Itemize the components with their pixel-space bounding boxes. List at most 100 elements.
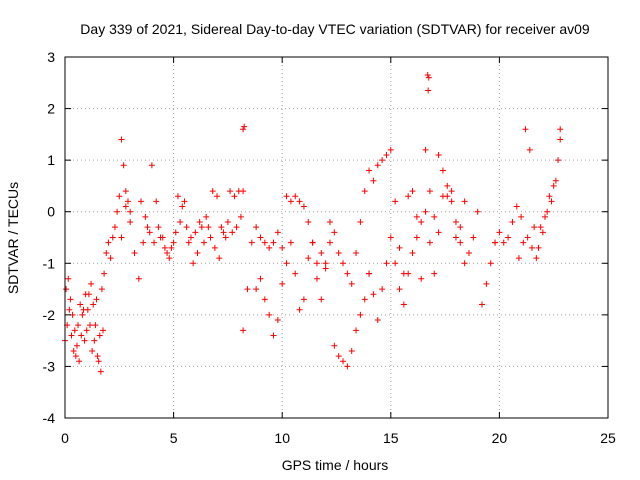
data-point [465, 249, 472, 256]
data-point [198, 224, 205, 231]
data-point [296, 198, 303, 205]
data-point [170, 239, 177, 246]
data-point [544, 208, 551, 215]
data-point [513, 203, 520, 210]
data-point [161, 244, 168, 251]
data-point [185, 239, 192, 246]
data-point [518, 213, 525, 220]
y-tick-label: -4 [43, 410, 56, 426]
data-point [89, 347, 96, 354]
data-point [71, 327, 78, 334]
data-point [82, 291, 89, 298]
data-point [292, 193, 299, 200]
data-point [187, 234, 194, 241]
data-point [211, 244, 218, 251]
data-point [240, 188, 247, 195]
data-point [392, 198, 399, 205]
data-point [413, 213, 420, 220]
data-point [335, 353, 342, 360]
x-tick-label: 20 [492, 430, 508, 446]
data-point [72, 353, 79, 360]
data-point [122, 188, 129, 195]
series-segment-6 [253, 219, 373, 370]
data-point [296, 306, 303, 313]
data-point [496, 229, 503, 236]
series-segment-2 [63, 275, 107, 375]
data-point [470, 234, 477, 241]
data-point [424, 72, 431, 79]
data-point [266, 244, 273, 251]
data-point [274, 229, 281, 236]
data-point [65, 275, 72, 282]
data-point [452, 234, 459, 241]
data-point [520, 239, 527, 246]
data-point [194, 249, 201, 256]
data-point [266, 311, 273, 318]
data-point [305, 219, 312, 226]
data-point [214, 193, 221, 200]
data-point [93, 296, 100, 303]
data-point [344, 363, 351, 370]
data-point [431, 213, 438, 220]
chart-title: Day 339 of 2021, Sidereal Day-to-day VTE… [80, 21, 590, 37]
data-point [270, 239, 277, 246]
data-point [387, 146, 394, 153]
data-point [114, 208, 121, 215]
data-point [300, 296, 307, 303]
data-point [383, 151, 390, 158]
data-point [86, 322, 93, 329]
data-point [448, 198, 455, 205]
data-point [292, 270, 299, 277]
data-point [361, 296, 368, 303]
y-tick-label: -2 [43, 307, 56, 323]
data-point [135, 275, 142, 282]
data-point [92, 322, 99, 329]
data-point [326, 219, 333, 226]
data-point [227, 188, 234, 195]
data-point [318, 296, 325, 303]
series-segment-5 [240, 167, 373, 334]
data-point [431, 270, 438, 277]
data-point [387, 234, 394, 241]
data-point [524, 234, 531, 241]
data-point [548, 198, 555, 205]
data-point [155, 224, 162, 231]
data-point [63, 286, 70, 293]
data-point [366, 167, 373, 174]
data-point [542, 213, 549, 220]
data-point [439, 167, 446, 174]
data-point [192, 229, 199, 236]
data-point [270, 332, 277, 339]
data-point [124, 198, 131, 205]
data-point [439, 193, 446, 200]
data-point [116, 193, 123, 200]
data-point [144, 224, 151, 231]
data-point [216, 255, 223, 262]
data-point [98, 286, 105, 293]
data-point [457, 224, 464, 231]
data-point [127, 208, 134, 215]
data-point [138, 198, 145, 205]
data-point [500, 239, 507, 246]
data-point [531, 224, 538, 231]
data-point [120, 162, 127, 169]
data-point [409, 188, 416, 195]
data-point [557, 136, 564, 143]
data-point [422, 146, 429, 153]
data-point [400, 301, 407, 308]
data-point [244, 286, 251, 293]
data-point [474, 208, 481, 215]
data-point [240, 327, 247, 334]
data-point [313, 275, 320, 282]
data-point [127, 219, 134, 226]
data-point [396, 286, 403, 293]
y-tick-label: 2 [47, 101, 55, 117]
data-point [140, 239, 147, 246]
data-point [67, 296, 74, 303]
data-point [241, 123, 248, 130]
grid-layer [65, 57, 608, 418]
data-point [179, 203, 186, 210]
data-point [224, 219, 231, 226]
data-point [283, 260, 290, 267]
data-point [261, 296, 268, 303]
